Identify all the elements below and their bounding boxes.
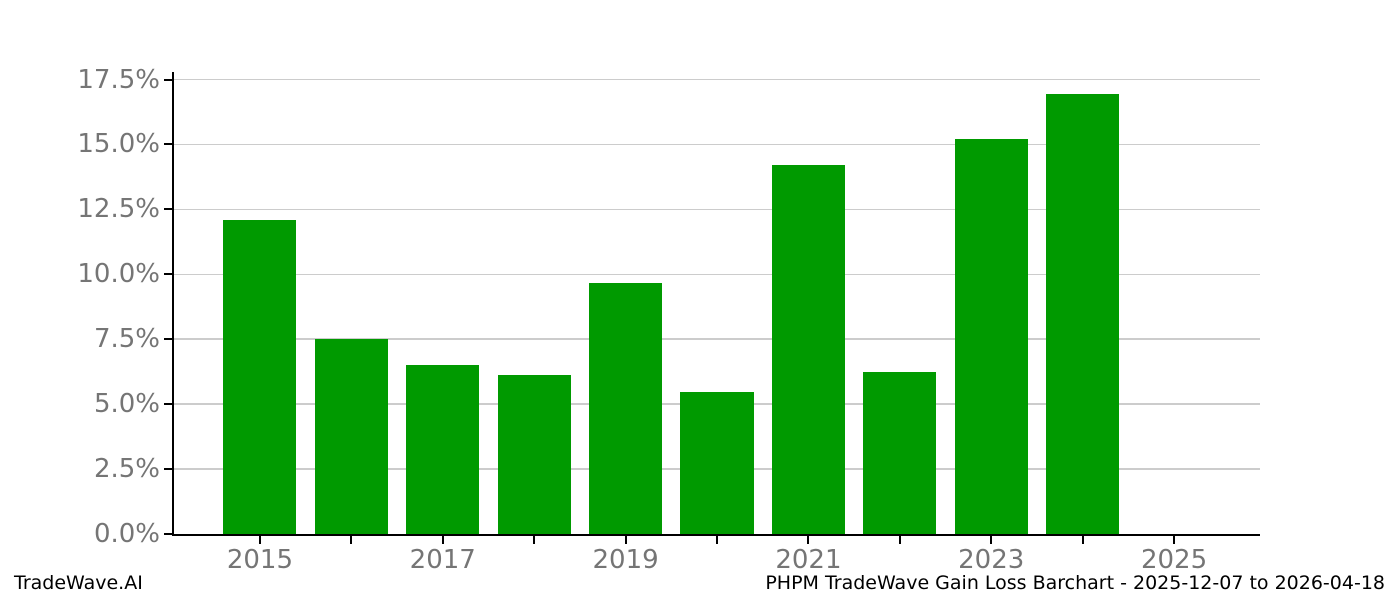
chart-title: PHPM TradeWave Gain Loss Barchart - 2025… xyxy=(765,572,1385,594)
bar-2023 xyxy=(954,138,1028,534)
plot-area xyxy=(174,72,1260,534)
y-tick-15 xyxy=(164,143,172,146)
gridline-7.5 xyxy=(174,338,1260,340)
bar-2022 xyxy=(863,371,937,534)
y-tick-2.5 xyxy=(164,468,172,471)
x-tick-2021 xyxy=(807,536,810,544)
y-tick-10 xyxy=(164,273,172,276)
bar-2017 xyxy=(406,365,480,534)
gridline-10 xyxy=(174,273,1260,276)
x-tick-2019 xyxy=(624,536,627,544)
bar-2016 xyxy=(314,339,388,534)
gridline-15 xyxy=(174,143,1260,146)
y-tick-5 xyxy=(164,403,172,406)
x-tick-label-2017: 2017 xyxy=(409,545,476,575)
watermark-text: TradeWave.AI xyxy=(14,572,143,594)
y-tick-12.5 xyxy=(164,208,172,211)
x-tick-label-2023: 2023 xyxy=(958,545,1025,575)
bar-2020 xyxy=(680,392,754,534)
x-tick-label-2015: 2015 xyxy=(226,545,293,575)
y-tick-7.5 xyxy=(164,338,172,341)
y-tick-label-0.0%: 0.0% xyxy=(93,519,160,549)
y-tick-0 xyxy=(164,533,172,535)
y-axis-spine xyxy=(172,72,174,534)
y-tick-label-15.0%: 15.0% xyxy=(77,129,160,160)
x-tick-2024 xyxy=(1081,536,1084,544)
bar-2021 xyxy=(771,164,845,534)
x-tick-2022 xyxy=(898,536,901,544)
y-tick-label-5.0%: 5.0% xyxy=(93,389,160,420)
x-tick-2023 xyxy=(990,536,993,544)
bar-2015 xyxy=(223,220,297,534)
bar-2019 xyxy=(589,283,663,534)
x-tick-2018 xyxy=(533,536,536,544)
x-tick-label-2025: 2025 xyxy=(1140,545,1208,575)
x-tick-2016 xyxy=(350,536,353,544)
y-tick-label-10.0%: 10.0% xyxy=(77,259,160,290)
bar-2024 xyxy=(1046,94,1120,534)
x-tick-2025 xyxy=(1173,536,1176,544)
bar-2018 xyxy=(497,375,571,534)
x-tick-2017 xyxy=(441,536,444,544)
y-tick-label-2.5%: 2.5% xyxy=(93,454,160,485)
x-tick-2015 xyxy=(258,536,261,544)
gridline-12.5 xyxy=(174,208,1260,211)
y-tick-label-7.5%: 7.5% xyxy=(93,324,160,355)
x-tick-2020 xyxy=(716,536,718,544)
x-tick-label-2019: 2019 xyxy=(592,545,659,575)
gridline-17.5 xyxy=(174,78,1260,81)
x-tick-label-2021: 2021 xyxy=(775,545,842,575)
y-tick-label-12.5%: 12.5% xyxy=(77,194,160,225)
y-tick-label-17.5%: 17.5% xyxy=(77,64,160,95)
x-axis-spine xyxy=(172,534,1260,536)
y-tick-17.5 xyxy=(164,78,172,81)
